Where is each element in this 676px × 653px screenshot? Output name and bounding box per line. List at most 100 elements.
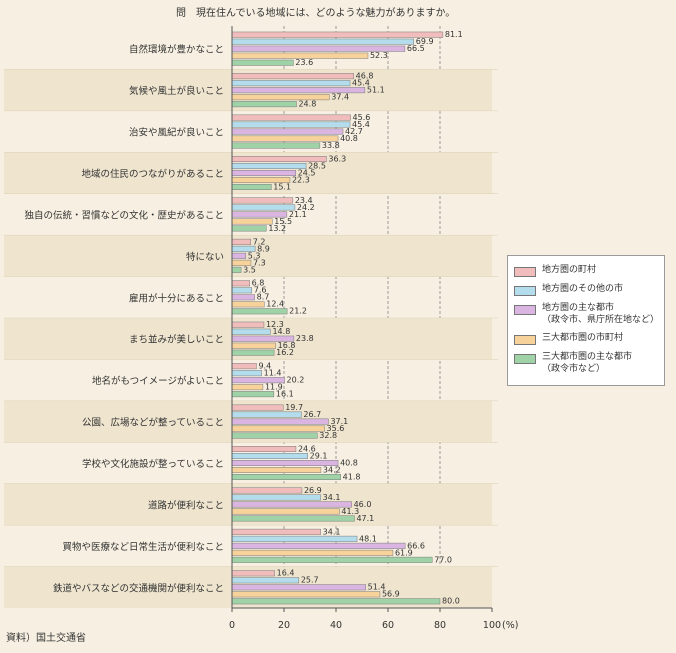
value-label: 77.0 <box>434 555 452 564</box>
bar <box>231 474 341 480</box>
value-label: 16.4 <box>277 569 295 578</box>
value-label: 7.2 <box>253 237 266 246</box>
value-label: 11.4 <box>264 369 282 378</box>
category-label: 鉄道やバスなどの交通機関が便利なこと <box>53 582 224 594</box>
value-label: 28.5 <box>308 161 326 170</box>
category-label: 道路が便利なこと <box>148 499 224 511</box>
value-label: 42.7 <box>345 127 363 136</box>
value-label: 29.1 <box>310 451 328 460</box>
legend-item: 地方圏のその他の市 <box>514 283 658 296</box>
bar <box>231 170 296 176</box>
value-label: 69.9 <box>416 37 434 46</box>
bar <box>231 467 322 473</box>
category-label: まち並みが美しいこと <box>129 334 224 346</box>
value-label: 45.4 <box>352 79 370 88</box>
value-label: 40.8 <box>340 458 358 467</box>
value-label: 16.1 <box>276 390 294 399</box>
value-label: 41.8 <box>343 472 361 481</box>
value-label: 12.3 <box>266 320 284 329</box>
value-label: 7.6 <box>254 286 267 295</box>
bar <box>231 528 321 535</box>
bar <box>231 411 302 418</box>
value-label: 16.2 <box>276 348 294 357</box>
bar <box>231 494 321 501</box>
bar <box>231 342 276 349</box>
bar <box>231 287 253 294</box>
bar <box>231 114 351 121</box>
bar <box>231 80 351 87</box>
value-label: 36.3 <box>328 154 346 163</box>
legend-item: 地方圏の町村 <box>514 264 658 277</box>
legend-label: 地方圏の主な都市 （政令市、県庁所在地など） <box>542 303 660 325</box>
category-label: 特にない <box>186 251 224 263</box>
bar <box>231 418 329 425</box>
bar <box>231 294 255 301</box>
value-label: 40.8 <box>340 134 358 143</box>
legend-label: 三大都市圏の主な都市 （政令市など） <box>542 352 633 374</box>
category-label: 治安や風紀が良いこと <box>129 127 224 139</box>
category-labels: 自然環境が豊かなこと気候や風土が良いこと治安や風紀が良いこと地域の住民のつながり… <box>24 44 224 595</box>
category-label: 地名がもつイメージがよいこと <box>92 375 224 387</box>
source-note: 資料）国土交通省 <box>6 631 86 644</box>
bar <box>231 508 340 515</box>
legend-swatch <box>514 335 536 345</box>
bar <box>231 321 265 328</box>
value-label: 24.2 <box>297 203 315 212</box>
bar <box>231 542 406 549</box>
value-label: 34.1 <box>323 493 341 502</box>
value-label: 34.1 <box>323 527 341 536</box>
bar <box>231 252 247 259</box>
value-label: 9.4 <box>258 362 271 371</box>
legend-item: 三大都市圏の主な都市 （政令市など） <box>514 351 658 375</box>
value-label: 37.4 <box>331 93 349 102</box>
value-label: 7.3 <box>253 258 266 267</box>
value-label: 24.8 <box>298 100 316 109</box>
bar <box>231 591 381 598</box>
value-label: 24.5 <box>298 168 316 177</box>
value-label: 46.0 <box>354 500 372 509</box>
value-labels: 81.169.966.552.323.646.845.451.137.424.8… <box>243 30 463 606</box>
bar <box>231 453 308 459</box>
legend-swatch <box>514 354 536 364</box>
bar <box>231 570 275 577</box>
value-label: 32.8 <box>319 431 337 440</box>
bar <box>231 328 271 335</box>
value-label: 81.1 <box>445 30 463 39</box>
value-label: 24.6 <box>298 444 316 453</box>
category-label: 雇用が十分にあること <box>129 292 224 304</box>
value-label: 22.3 <box>292 175 310 184</box>
bar <box>231 577 300 584</box>
legend-label: 三大都市圏の市町村 <box>542 333 624 343</box>
bar <box>231 349 275 356</box>
bar <box>231 501 352 508</box>
category-label: 地域の住民のつながりがあること <box>81 168 224 180</box>
legend-sublabel: （政令市など） <box>542 364 606 374</box>
legend: 地方圏の町村 地方圏のその他の市地方圏の主な都市 （政令市、県庁所在地など） 三大都市… <box>507 255 665 386</box>
category-label: 自然環境が豊かなこと <box>129 44 224 56</box>
bar <box>231 218 273 225</box>
value-label: 12.4 <box>266 300 284 309</box>
value-label: 16.8 <box>278 341 296 350</box>
category-label: 公園、広場などが整っていること <box>82 417 224 429</box>
legend-item: 三大都市圏の市町村 <box>514 332 658 345</box>
value-label: 47.1 <box>356 514 374 523</box>
value-label: 34.2 <box>323 465 341 474</box>
bar <box>231 598 441 605</box>
bar <box>231 73 354 80</box>
x-axis: 0 20 40 60 80 100 (%) <box>229 26 518 631</box>
category-label: 買物や医療など日常生活が便利なこと <box>62 541 224 553</box>
bar <box>231 301 265 308</box>
value-label: 66.5 <box>407 44 425 53</box>
bar <box>231 425 325 432</box>
category-label: 気候や風土が良いこと <box>129 85 224 97</box>
bar <box>231 38 414 45</box>
bar <box>231 370 262 377</box>
x-tick-label: 40 <box>330 620 342 631</box>
bar <box>231 31 444 38</box>
value-label: 51.4 <box>368 583 386 592</box>
bar <box>231 101 297 108</box>
value-label: 37.1 <box>330 417 348 426</box>
category-label: 独自の伝統・習慣などの文化・歴史があること <box>24 209 224 221</box>
bar <box>231 204 296 211</box>
